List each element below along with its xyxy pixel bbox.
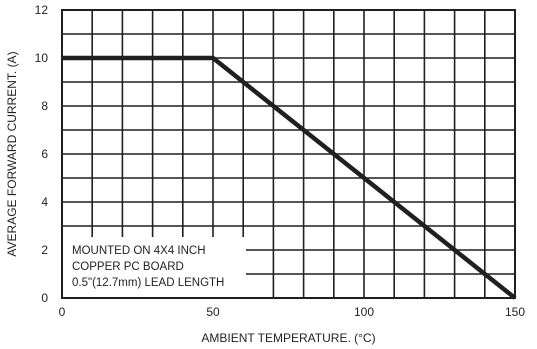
annotation-line-2: COPPER PC BOARD	[72, 261, 184, 273]
y-tick-labels: 0 2 4 6 8 10 12	[35, 3, 49, 305]
grid	[62, 10, 515, 298]
series-line-0	[62, 55, 517, 300]
x-tick-label: 0	[59, 305, 66, 319]
series-layer	[62, 55, 517, 300]
y-tick-label: 4	[41, 195, 48, 209]
x-tick-label: 50	[206, 305, 220, 319]
x-axis-label: AMBIENT TEMPERATURE. (°C)	[201, 331, 375, 345]
y-tick-label: 2	[41, 243, 48, 257]
y-tick-label: 6	[41, 147, 48, 161]
x-tick-labels: 0 50 100 150	[59, 305, 526, 319]
x-tick-label: 150	[505, 305, 525, 319]
y-tick-label: 8	[41, 99, 48, 113]
plot-frame	[61, 9, 516, 299]
annotation-background	[63, 237, 246, 297]
y-tick-label: 10	[35, 51, 49, 65]
y-axis-label: AVERAGE FORWARD CURRENT. (A)	[5, 51, 19, 256]
annotation-box: MOUNTED ON 4X4 INCH COPPER PC BOARD 0.5"…	[63, 237, 246, 297]
annotation-line-1: MOUNTED ON 4X4 INCH	[72, 245, 206, 257]
y-tick-label: 0	[41, 291, 48, 305]
y-tick-label: 12	[35, 3, 49, 17]
x-tick-label: 100	[354, 305, 374, 319]
annotation-line-3: 0.5"(12.7mm) LEAD LENGTH	[72, 277, 224, 289]
